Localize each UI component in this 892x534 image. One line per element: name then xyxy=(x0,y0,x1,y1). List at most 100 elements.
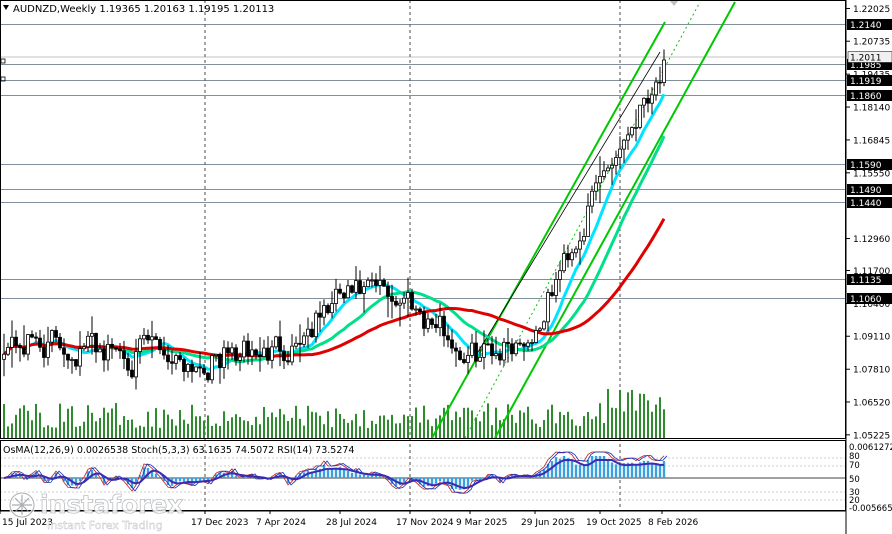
indicator-axis-label: 0.0061272 xyxy=(849,443,892,453)
candle-body xyxy=(398,302,402,306)
candle-body xyxy=(186,363,190,372)
osma-bar xyxy=(474,478,478,480)
indicator-axis-label: 20 xyxy=(849,496,860,506)
volume-bar xyxy=(415,407,417,438)
candle-body xyxy=(282,350,286,362)
candle-body xyxy=(306,328,310,337)
candle-body xyxy=(154,336,158,340)
candle xyxy=(150,320,154,359)
osma-bar xyxy=(138,475,142,478)
candle-body xyxy=(250,349,254,357)
candle xyxy=(146,329,150,344)
candle xyxy=(490,336,494,365)
candle-body xyxy=(382,279,386,287)
candle-body xyxy=(430,318,434,325)
candle-body xyxy=(182,359,186,372)
candle-body xyxy=(50,330,54,343)
volume-bar xyxy=(559,411,561,438)
candles xyxy=(2,49,666,390)
volume-bar xyxy=(15,414,17,438)
candle xyxy=(422,306,426,337)
candle-body xyxy=(546,292,550,323)
osma-bar xyxy=(342,468,346,478)
candle xyxy=(434,313,438,333)
volume-bar xyxy=(295,405,297,438)
candle-body xyxy=(418,308,422,312)
candle-body xyxy=(550,292,554,296)
candle-body xyxy=(498,353,502,361)
volume-bar xyxy=(591,419,593,438)
candle xyxy=(206,371,210,383)
candle-body xyxy=(254,349,258,356)
volume-bar xyxy=(227,420,229,438)
price-channel[interactable] xyxy=(431,1,736,439)
price-tick-label: 1.20735 xyxy=(853,38,890,48)
volume-bar xyxy=(375,423,377,438)
osma-bar xyxy=(298,472,302,478)
candle xyxy=(594,174,598,201)
candle xyxy=(662,49,666,87)
candle xyxy=(326,303,330,315)
candle xyxy=(266,336,270,365)
candle-body xyxy=(582,235,586,242)
candle-body xyxy=(26,334,30,355)
osma-bar xyxy=(366,475,370,478)
candle xyxy=(34,332,38,343)
candle-body xyxy=(366,279,370,288)
volume-bar xyxy=(379,415,381,438)
candle-body xyxy=(650,94,654,104)
volume-bar xyxy=(643,393,645,438)
volume-bar xyxy=(351,420,353,438)
candle-body xyxy=(510,343,514,355)
osma-bar xyxy=(22,478,26,480)
osma-bar xyxy=(110,478,114,480)
candle xyxy=(406,277,410,318)
osma-bar xyxy=(374,474,378,478)
osma-bar xyxy=(426,478,430,487)
level-marker-icon[interactable] xyxy=(0,58,6,64)
candle xyxy=(398,299,402,327)
volume-bar xyxy=(207,415,209,438)
candle-body xyxy=(554,279,558,296)
volume-bar xyxy=(607,388,609,438)
osma-bar xyxy=(354,470,358,478)
candle-body xyxy=(434,324,438,329)
candle-body xyxy=(470,342,474,356)
osma-bar xyxy=(94,473,98,478)
osma-bar xyxy=(322,464,326,478)
candle-body xyxy=(34,336,38,339)
candle-body xyxy=(458,350,462,360)
osma-bar xyxy=(230,471,234,478)
candle xyxy=(194,366,198,373)
osma-bar xyxy=(622,463,626,478)
price-tick-label: 1.18140 xyxy=(853,104,890,114)
osma-bar xyxy=(598,456,602,478)
candle-body xyxy=(162,349,166,356)
candle-body xyxy=(446,335,450,341)
candle xyxy=(10,320,14,368)
candle-body xyxy=(578,240,582,250)
candle xyxy=(86,331,90,353)
volume-bar xyxy=(647,400,649,438)
level-marker-icon[interactable] xyxy=(0,76,6,82)
candle-body xyxy=(46,341,50,358)
candle xyxy=(254,348,258,360)
candle xyxy=(190,359,194,383)
candle xyxy=(654,77,658,101)
level-tag-label: 1.1985 xyxy=(850,61,882,71)
candle xyxy=(218,352,222,384)
volume-bar xyxy=(179,410,181,438)
collapse-triangle-icon[interactable] xyxy=(3,5,9,10)
candle-body xyxy=(130,369,134,378)
candle-body xyxy=(114,346,118,350)
volume-bar xyxy=(167,414,169,438)
volume-bar xyxy=(331,427,333,438)
scroll-marker-icon[interactable] xyxy=(670,1,678,6)
osma-bar xyxy=(586,459,590,478)
volume-bar xyxy=(259,424,261,438)
candle xyxy=(574,246,578,258)
date-tick-label: 7 Apr 2024 xyxy=(256,518,306,528)
horizontal-levels[interactable] xyxy=(0,24,846,299)
volume-bar xyxy=(519,410,521,438)
